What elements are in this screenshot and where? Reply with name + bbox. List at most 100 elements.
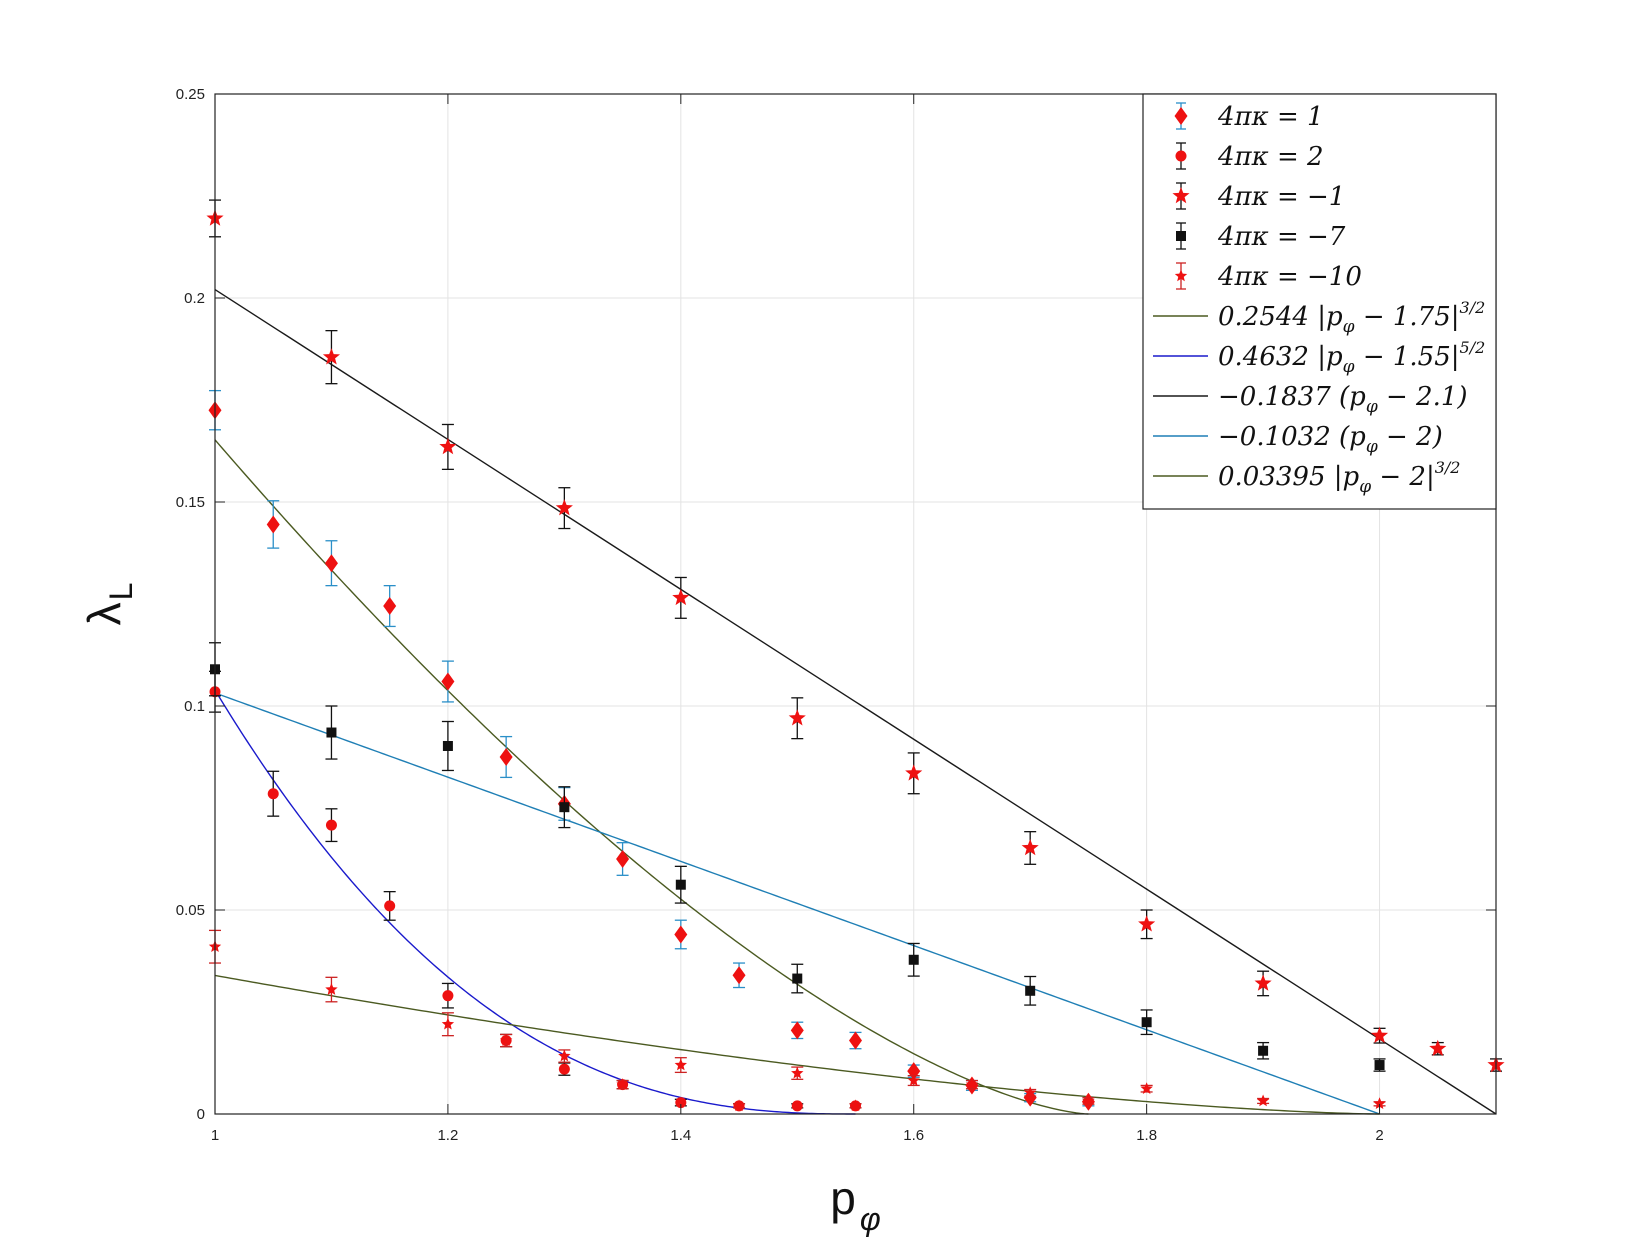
- point-s4-p12: [1024, 1086, 1037, 1099]
- point-s1-p6: [558, 1063, 570, 1075]
- fit-curve-2: [214, 288, 1497, 1115]
- point-s0-p3: [383, 597, 397, 616]
- legend-entry-fit-0: 0.2544 |pφ − 1.75|3/2: [1153, 298, 1485, 337]
- x-tick-label-1: 1.2: [437, 1127, 458, 1144]
- point-s1-p1: [267, 788, 279, 800]
- point-s2-p8: [1138, 915, 1156, 932]
- point-s3-p5: [792, 973, 803, 984]
- fit-curves: [214, 288, 1497, 1115]
- plot-frame: [214, 93, 1497, 1115]
- point-s3-p8: [1141, 1017, 1152, 1028]
- y-tick-label-2: 0.1: [184, 698, 205, 715]
- y-tick-label-4: 0.2: [184, 290, 205, 307]
- point-s2-p10: [1370, 1026, 1389, 1043]
- point-s4-p5: [616, 1078, 629, 1090]
- point-s4-p3: [499, 1034, 513, 1046]
- legend-entry-series-2: 4πκ = −1: [1172, 182, 1345, 212]
- point-s4-p16: [1373, 1097, 1386, 1110]
- point-s3-p2: [442, 740, 453, 751]
- series-4: [208, 929, 1386, 1112]
- legend-label: 0.2544 |pφ − 1.75|3/2: [1218, 298, 1485, 337]
- legend-marker: [1175, 150, 1187, 162]
- point-s0-p8: [674, 925, 688, 944]
- y-tick-label-1: 0.05: [176, 902, 205, 919]
- point-s3-p3: [559, 802, 570, 813]
- point-s2-p6: [905, 764, 923, 781]
- legend-entry-fit-2: −0.1837 (pφ − 2.1): [1153, 382, 1468, 417]
- point-s1-p10: [791, 1100, 803, 1112]
- x-tick-label-5: 2: [1375, 1127, 1383, 1144]
- y-axis-label: λL: [78, 583, 139, 626]
- legend-label: 4πκ = −10: [1217, 262, 1362, 292]
- legend-entry-series-0: 4πκ = 1: [1174, 102, 1324, 132]
- legend-entry-series-4: 4πκ = −10: [1174, 262, 1362, 292]
- legend-marker: [1172, 187, 1190, 204]
- x-axis-label-main: p: [830, 1172, 856, 1224]
- legend-label: −0.1837 (pφ − 2.1): [1218, 382, 1468, 417]
- legend-label: 0.4632 |pφ − 1.55|5/2: [1218, 338, 1485, 377]
- point-s0-p11: [849, 1031, 862, 1050]
- point-s4-p7: [732, 1099, 746, 1112]
- legend-label: 4πκ = 1: [1217, 102, 1324, 132]
- legend-marker: [1174, 107, 1188, 125]
- legend: 4πκ = 1 4πκ = 2 4πκ = −1 4πκ = −7 4πκ = −10 0…: [1142, 93, 1497, 510]
- point-s2-p1: [322, 348, 341, 365]
- fit-curve-1: [214, 689, 856, 1115]
- point-s2-p9: [1254, 974, 1272, 991]
- fit-curve-0: [214, 439, 1089, 1115]
- x-tick-label-2: 1.4: [670, 1127, 691, 1144]
- y-tick-label-5: 0.25: [176, 86, 205, 103]
- legend-box: [1142, 93, 1497, 510]
- legend-label: 4πκ = 2: [1217, 142, 1324, 172]
- x-tick-label-0: 1: [211, 1127, 219, 1144]
- point-s4-p1: [325, 983, 338, 995]
- legend-label: 4πκ = −7: [1217, 222, 1346, 252]
- point-s4-p10: [907, 1074, 920, 1086]
- y-tick-label-3: 0.15: [176, 494, 205, 511]
- point-s1-p8: [675, 1097, 687, 1109]
- data-points: [206, 199, 1505, 1112]
- point-s2-p3: [555, 499, 573, 516]
- point-s3-p4: [675, 879, 686, 890]
- y-tick-label-0: 0: [197, 1106, 205, 1123]
- legend-entry-series-1: 4πκ = 2: [1175, 142, 1324, 172]
- point-s3-p10: [1374, 1060, 1385, 1071]
- legend-entry-fit-1: 0.4632 |pφ − 1.55|5/2: [1153, 338, 1485, 377]
- point-s2-p5: [788, 709, 806, 726]
- point-s3-p6: [908, 954, 919, 965]
- point-s3-p9: [1258, 1045, 1269, 1056]
- y-axis-label-sub: L: [103, 583, 139, 601]
- point-s4-p11: [965, 1078, 979, 1090]
- point-s0-p1: [266, 515, 280, 534]
- point-s3-p7: [1025, 985, 1036, 996]
- legend-marker: [1176, 231, 1186, 241]
- legend-label: −0.1032 (pφ − 2): [1218, 422, 1443, 457]
- axis-ticks: 1 1.2 1.4 1.6 1.8 2 0 0.05 0.1 0.15 0.2 0.25: [176, 86, 1496, 1144]
- y-axis-label-main: λ: [78, 602, 130, 625]
- point-s0-p9: [732, 966, 746, 985]
- point-s0-p2: [324, 554, 338, 573]
- legend-entry-series-3: 4πκ = −7: [1176, 222, 1346, 252]
- legend-label: 4πκ = −1: [1217, 182, 1345, 212]
- point-s1-p3: [384, 900, 396, 912]
- point-s0-p4: [441, 672, 455, 691]
- point-s4-p8: [791, 1066, 804, 1079]
- series-3: [209, 642, 1386, 1072]
- point-s1-p4: [442, 990, 454, 1002]
- point-s4-p9: [849, 1099, 862, 1112]
- legend-marker: [1174, 269, 1188, 282]
- legend-entry-fit-3: −0.1032 (pφ − 2): [1153, 422, 1443, 457]
- point-s2-p4: [672, 588, 690, 606]
- x-tick-label-4: 1.8: [1136, 1127, 1157, 1144]
- point-s4-p14: [1140, 1082, 1153, 1094]
- point-s3-p1: [326, 727, 337, 738]
- fit-curve-4: [214, 974, 1380, 1115]
- point-s2-p2: [439, 437, 457, 455]
- point-s4-p15: [1256, 1094, 1270, 1107]
- legend-label: 0.03395 |pφ − 2|3/2: [1218, 458, 1460, 497]
- point-s4-p4: [558, 1049, 571, 1062]
- point-s0-p10: [790, 1021, 804, 1040]
- point-s4-p6: [674, 1058, 687, 1071]
